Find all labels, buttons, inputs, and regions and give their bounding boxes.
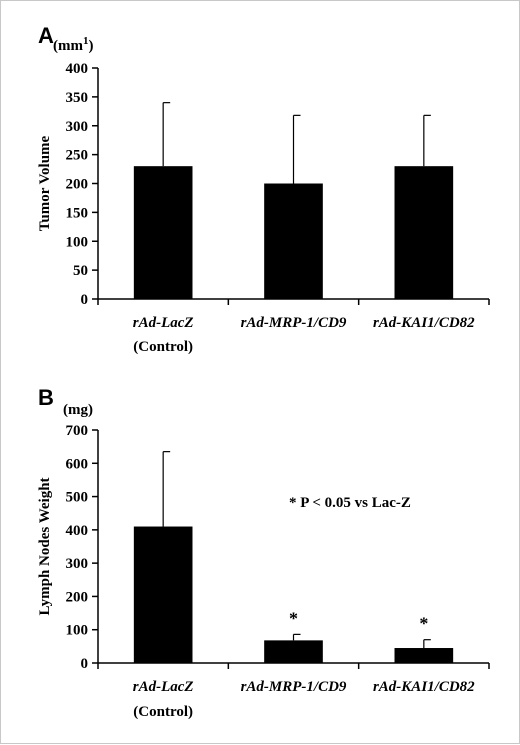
y-tick-label: 600 [66,456,89,472]
significance-marker: * [289,608,298,628]
y-tick-label: 200 [66,589,89,605]
y-tick-label: 0 [81,656,89,672]
y-tick-label: 700 [66,423,89,439]
y-tick-label: 100 [66,623,89,639]
y-tick-label: 300 [66,119,89,135]
bar [133,166,193,299]
unit-label: (mg) [63,402,93,418]
x-category-sublabel: (Control) [133,704,193,720]
y-tick-label: 200 [66,177,89,193]
y-tick-label: 500 [66,490,89,506]
y-tick-label: 150 [66,205,89,221]
bar [133,526,193,663]
bar [394,166,454,299]
x-category-sublabel: (Control) [133,339,193,355]
panel-letter: B [38,385,54,410]
y-tick-label: 100 [66,234,89,250]
y-axis-label: Tumor Volume [37,135,53,231]
x-category-label: rAd-MRP-1/CD9 [241,315,347,331]
unit-close: ) [89,38,94,54]
bar [394,648,454,663]
y-tick-label: 300 [66,556,89,572]
x-category-label: rAd-KAI1/CD82 [373,679,475,695]
y-tick-label: 50 [73,263,88,279]
x-category-label: rAd-KAI1/CD82 [373,315,475,331]
unit-superscript: 1 [83,35,89,47]
y-tick-label: 250 [66,148,89,164]
unit-label: (mm1) [53,35,94,54]
panel-letter: A [38,23,54,48]
x-category-label: rAd-LacZ [133,679,194,695]
significance-annotation: * P < 0.05 vs Lac-Z [289,495,411,511]
significance-marker: * [419,614,428,634]
y-tick-label: 400 [66,523,89,539]
y-axis-label: Lymph Nodes Weight [37,477,53,615]
bar [264,640,323,663]
unit-text: (mg) [63,402,93,418]
y-tick-label: 350 [66,90,89,106]
x-category-label: rAd-LacZ [133,315,194,331]
y-tick-label: 400 [66,61,89,77]
x-category-label: rAd-MRP-1/CD9 [241,679,347,695]
y-tick-label: 0 [81,292,89,308]
unit-text: (mm [53,38,83,54]
bar [264,183,323,299]
